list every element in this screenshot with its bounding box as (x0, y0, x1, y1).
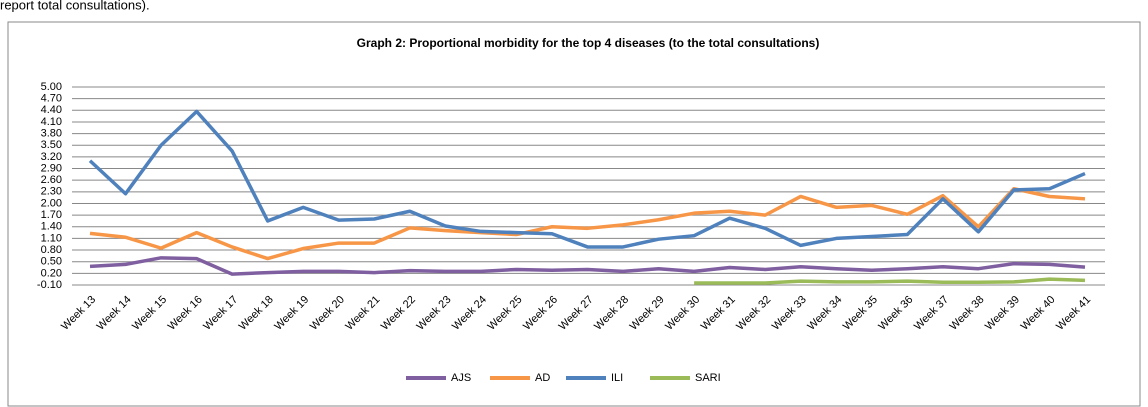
series-line (89, 256, 1086, 276)
series-line (694, 277, 1086, 285)
y-tick-label: -0.10 (37, 279, 62, 291)
y-tick-label: 1.40 (41, 221, 62, 233)
y-tick-label: 0.20 (41, 267, 62, 279)
y-tick-label: 3.20 (41, 151, 62, 163)
y-tick-label: 4.70 (41, 93, 62, 105)
y-tick-label: 3.80 (41, 127, 62, 139)
legend-label: AD (535, 372, 550, 384)
y-tick-label: 0.80 (41, 244, 62, 256)
legend-label: AJS (451, 372, 471, 384)
y-tick-label: 2.60 (41, 174, 62, 186)
y-tick-label: 2.30 (41, 186, 62, 198)
series-line (88, 109, 1086, 249)
y-tick-label: 4.40 (41, 104, 62, 116)
y-tick-label: 4.10 (41, 116, 62, 128)
y-tick-label: 5.00 (41, 81, 62, 93)
y-tick-label: 3.50 (41, 139, 62, 151)
legend-label: ILI (611, 372, 623, 384)
series-line (89, 186, 1086, 261)
y-tick-label: 1.70 (41, 209, 62, 221)
y-tick-label: 2.00 (41, 197, 62, 209)
chart-title: Graph 2: Proportional morbidity for the … (357, 36, 820, 50)
header-text: report total consultations). (0, 0, 150, 12)
chart-frame (7, 21, 1141, 407)
legend-label: SARI (695, 372, 721, 384)
y-tick-label: 2.90 (41, 162, 62, 174)
y-tick-label: 0.50 (41, 256, 62, 268)
y-tick-label: 1.10 (41, 232, 62, 244)
